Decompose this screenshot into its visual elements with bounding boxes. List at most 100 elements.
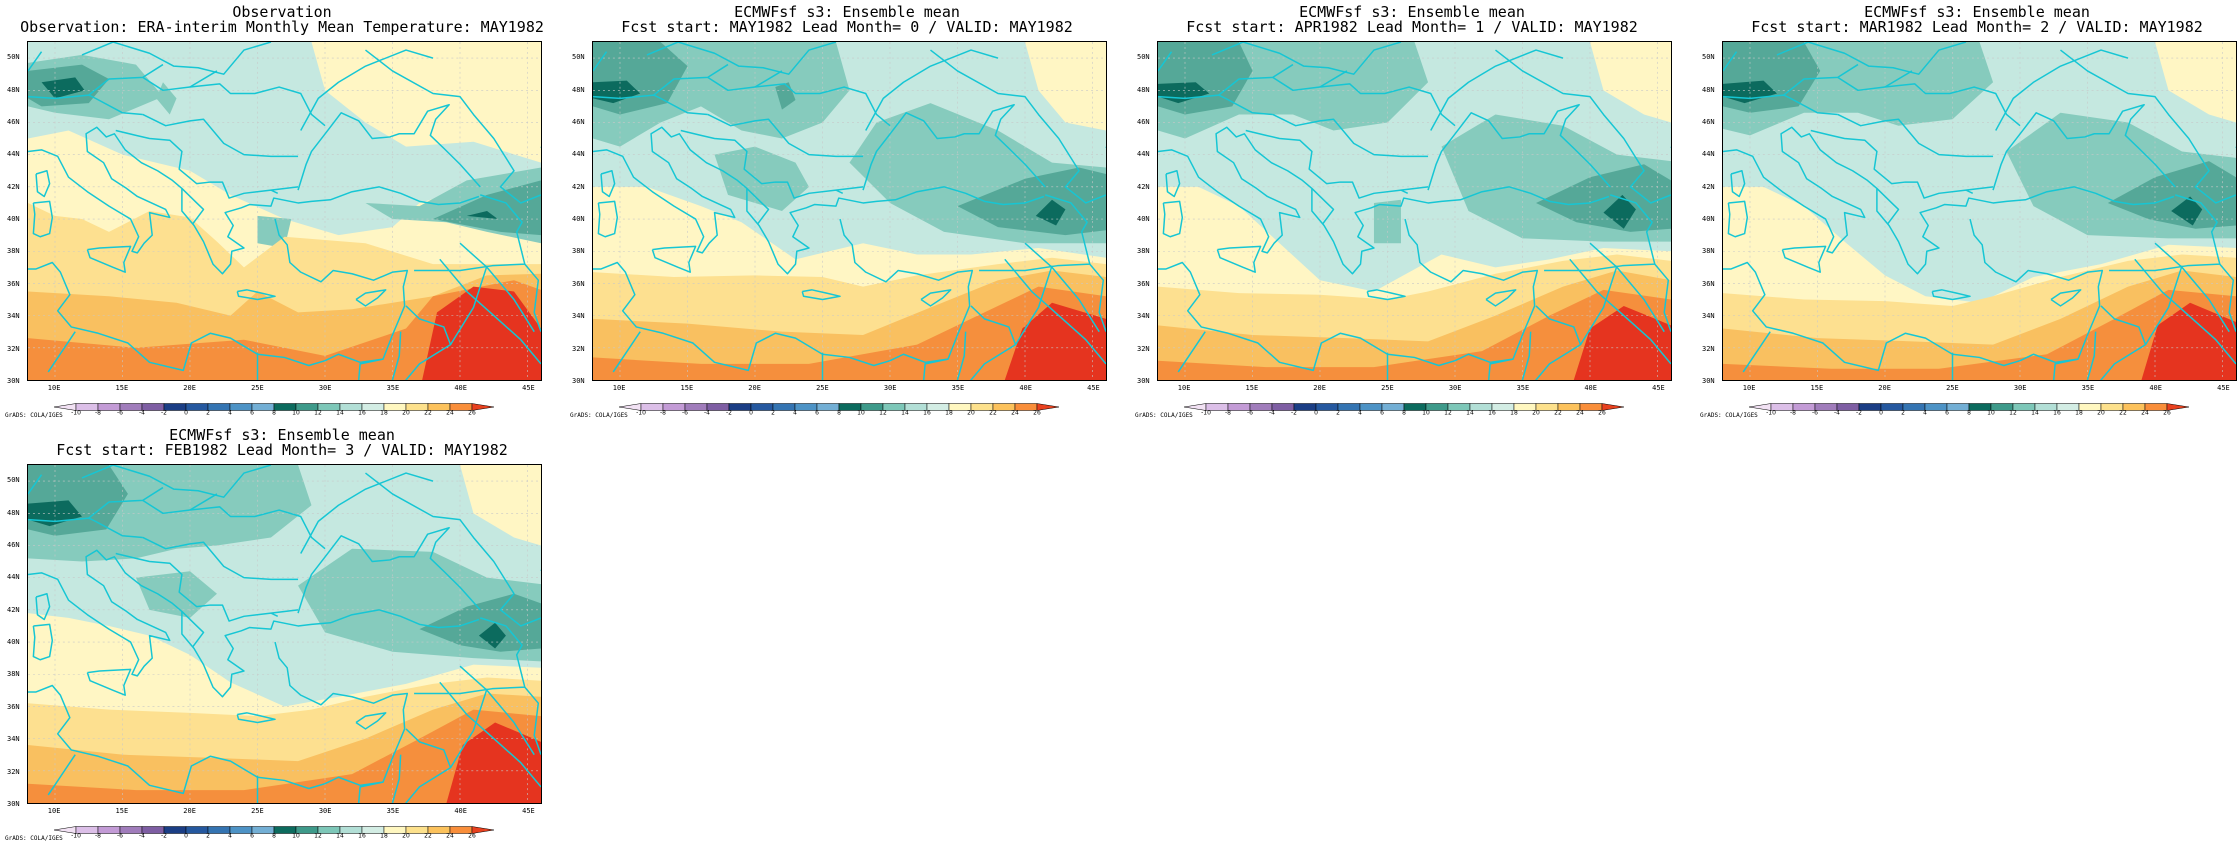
grads-credit: GrADS: COLA/IGES [570,412,628,419]
latitude-label: 34N [7,312,20,321]
color-bar-tick: 8 [1402,410,1406,416]
color-bar: -10 -8 -6 -4 -2 0 2 4 6 8 10 12 14 16 18 20 22 24 26 [53,400,495,417]
color-bar-tick: 8 [272,410,276,416]
country-border [1776,42,1967,75]
country-border [81,42,272,75]
latitude-label: 50N [7,53,20,62]
longitude-label: 30E [318,807,332,815]
coastline [1589,242,1665,333]
latitude-label: 42N [1702,182,1715,191]
contour-band-26c [2141,302,2236,380]
country-border [593,94,708,116]
color-bar-tick: 10 [1422,410,1430,416]
latitude-label: 38N [1137,247,1150,256]
country-border [1319,70,1348,88]
coastline [1727,200,1749,238]
latitude-label: 40N [572,215,585,224]
latitude-label: 50N [572,53,585,62]
country-border [1965,189,1974,194]
country-border [754,70,783,88]
country-border [88,63,164,96]
color-bar-tick: -2 [161,410,167,416]
color-bar-tick: 16 [358,410,366,416]
country-border [300,472,434,554]
latitude-label: 36N [1702,279,1715,288]
coastline [297,103,481,191]
color-bar-tick: 8 [837,410,841,416]
coastline [1521,331,1532,380]
color-bar-tick: -10 [1766,410,1776,416]
coastline [1162,200,1184,238]
color-bar-swatch [1880,403,1904,411]
color-bar-swatch [1601,403,1625,411]
color-bar-tick: 10 [857,410,865,416]
latitude-label: 40N [7,215,20,224]
contour-field-svg [1158,42,1671,380]
country-border [2100,305,2147,380]
color-bar-tick: -6 [1812,410,1818,416]
country-border [1430,49,1564,131]
longitude-label: 25E [816,384,829,392]
country-border [1272,76,1456,127]
contour-band-24c [28,709,541,803]
color-bar-tick: 16 [358,833,366,839]
country-border [1495,49,1671,204]
coastline [1004,258,1106,365]
color-bar-tick: 8 [272,833,276,839]
latitude-label: 32N [1702,344,1715,353]
country-border [1723,94,1838,116]
country-border [524,686,541,755]
country-border [2219,263,2236,332]
country-border [181,187,205,225]
longitude-label: 45E [1087,384,1100,392]
contour-band-24c [593,286,1106,380]
latitude-label: 44N [1137,150,1150,159]
country-border [28,517,143,539]
color-bar-tick: 12 [879,410,887,416]
color-bar-tick: 20 [402,410,410,416]
longitude-label: 40E [2149,384,2162,392]
country-border [115,129,299,199]
contour-band-12c [2107,161,2236,229]
longitude-label: 10E [612,384,626,392]
coastline [86,668,132,696]
country-border [1884,70,1913,88]
country-border [28,51,43,72]
color-bar-tick: -8 [660,410,666,416]
panel-subtitle: Fcst start: APR1982 Lead Month= 1 / VALI… [1186,18,1638,36]
longitude-label: 35E [386,384,400,392]
color-bar-tick: 2 [1901,410,1905,416]
country-border [270,612,279,617]
color-bar-tick: 0 [1879,410,1883,416]
latitude-label: 44N [1702,150,1715,159]
country-border [1810,129,1994,199]
latitude-label: 42N [7,605,20,614]
country-border [2060,49,2236,204]
color-bar-swatch [1036,403,1060,411]
color-bar-tick: 0 [749,410,753,416]
contour-band-24c [28,280,541,380]
country-border [524,263,541,332]
color-bar-swatch [207,403,231,411]
latitude-label: 48N [7,85,20,94]
coastline [2134,258,2236,365]
latitude-label: 32N [7,767,20,776]
color-bar-tick: 6 [250,410,254,416]
latitude-label: 30N [572,377,585,385]
country-border [1158,94,1273,116]
latitude-label: 36N [1137,279,1150,288]
longitude-label: 30E [318,384,332,392]
longitude-label: 25E [1381,384,1394,392]
coastline [32,623,54,661]
latitude-label: 46N [1137,117,1150,126]
country-border [1014,265,1053,346]
color-bar-tick: 26 [1033,410,1041,416]
color-bar-tick: 0 [184,410,188,416]
longitude-label: 30E [2013,384,2027,392]
latitude-label: 44N [572,150,585,159]
color-bar-tick: 4 [228,833,232,839]
color-bar-tick: 20 [1532,410,1540,416]
latitude-label: 40N [7,638,20,647]
color-bar-swatch [794,403,818,411]
map-panel: Observation Observation: ERA-interim Mont… [2,0,562,420]
